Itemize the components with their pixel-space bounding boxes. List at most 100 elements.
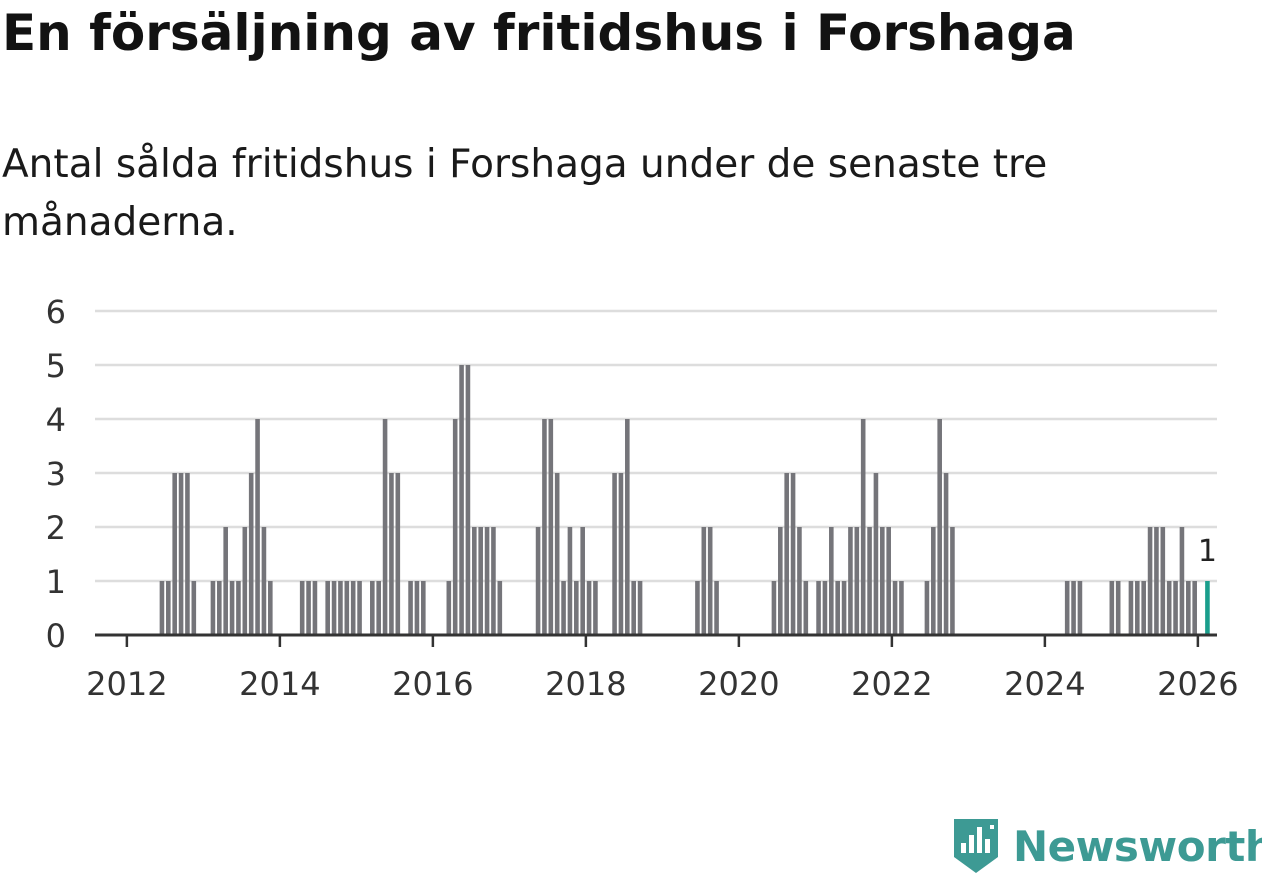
bar <box>631 581 636 635</box>
bar <box>459 365 464 635</box>
bar <box>159 581 165 635</box>
bar <box>848 527 853 635</box>
bar <box>886 527 891 635</box>
chart-title: En försäljning av fritidshus i Forshaga <box>2 4 1076 62</box>
bar <box>797 527 802 635</box>
bar <box>452 419 458 635</box>
bar <box>1115 581 1121 635</box>
grid-lines <box>95 309 1217 583</box>
bar <box>542 419 547 635</box>
brand-name: Newsworthy <box>1013 821 1262 871</box>
bar <box>465 365 471 635</box>
bar <box>261 527 267 635</box>
bar <box>344 581 350 635</box>
bar <box>268 581 273 635</box>
bars <box>159 365 1210 635</box>
bar <box>771 581 777 635</box>
bar <box>178 473 184 635</box>
x-tick-label: 2014 <box>239 665 320 703</box>
bar <box>892 581 898 635</box>
bar <box>1166 581 1172 635</box>
bar <box>299 581 305 635</box>
bar <box>931 527 936 635</box>
bar <box>867 527 872 635</box>
bar <box>567 527 573 635</box>
bar <box>223 527 228 635</box>
bar <box>248 473 254 635</box>
bar <box>1071 581 1076 635</box>
bar <box>612 473 617 635</box>
bar <box>880 527 885 635</box>
bar <box>574 581 579 635</box>
y-axis-ticks: 0 1 2 3 4 5 6 <box>46 293 66 655</box>
bar <box>382 419 388 635</box>
bar <box>191 581 197 635</box>
y-tick-label: 5 <box>46 347 66 385</box>
highlight-value-label: 1 <box>1198 534 1217 569</box>
bar <box>778 527 783 635</box>
bar <box>242 527 248 635</box>
y-tick-label: 4 <box>46 401 66 439</box>
bar <box>618 473 624 635</box>
bar <box>835 581 840 635</box>
bar <box>535 527 541 635</box>
bar <box>561 581 566 635</box>
bar-highlight <box>1205 581 1210 635</box>
x-axis-ticks: 2012 2014 2016 2018 2020 2022 2024 2026 <box>86 635 1239 703</box>
bar <box>376 581 381 635</box>
bar <box>312 581 318 635</box>
bar <box>790 473 796 635</box>
data-labels: 1 <box>1198 534 1217 569</box>
bar <box>637 581 643 635</box>
x-tick-label: 2012 <box>86 665 167 703</box>
bar <box>236 581 241 635</box>
bar <box>1128 581 1134 635</box>
x-tick-label: 2020 <box>698 665 779 703</box>
bar <box>484 527 490 635</box>
bar <box>478 527 483 635</box>
bar <box>707 527 713 635</box>
bar <box>395 473 401 635</box>
bar <box>389 473 394 635</box>
newsworthy-logo-icon <box>954 819 998 873</box>
bar <box>1064 581 1070 635</box>
y-tick-label: 2 <box>46 509 66 547</box>
x-tick-label: 2016 <box>392 665 473 703</box>
bar <box>937 419 942 635</box>
bar <box>306 581 311 635</box>
bar <box>593 581 598 635</box>
bar <box>325 581 330 635</box>
bar <box>210 581 216 635</box>
bar <box>255 419 260 635</box>
bar <box>338 581 343 635</box>
bar <box>803 581 809 635</box>
bar <box>331 581 337 635</box>
bar <box>166 581 171 635</box>
bar <box>217 581 222 635</box>
bar <box>1141 581 1146 635</box>
bar <box>854 527 860 635</box>
bar <box>357 581 362 635</box>
bar <box>899 581 904 635</box>
bar <box>1192 581 1197 635</box>
bar <box>185 473 190 635</box>
y-tick-label: 1 <box>46 563 66 601</box>
x-tick-label: 2018 <box>545 665 626 703</box>
bar <box>408 581 413 635</box>
bar <box>816 581 821 635</box>
bar <box>860 419 866 635</box>
x-tick-label: 2026 <box>1157 665 1238 703</box>
bar <box>586 581 592 635</box>
bar <box>943 473 949 635</box>
y-tick-label: 0 <box>46 617 66 655</box>
bar <box>350 581 356 635</box>
bar <box>548 419 554 635</box>
bar <box>1154 527 1159 635</box>
bar <box>554 473 560 635</box>
chart-subtitle: Antal sålda fritidshus i Forshaga under … <box>2 142 1048 245</box>
bar <box>784 473 789 635</box>
bar <box>701 527 707 635</box>
bar <box>421 581 426 635</box>
bar <box>829 527 834 635</box>
